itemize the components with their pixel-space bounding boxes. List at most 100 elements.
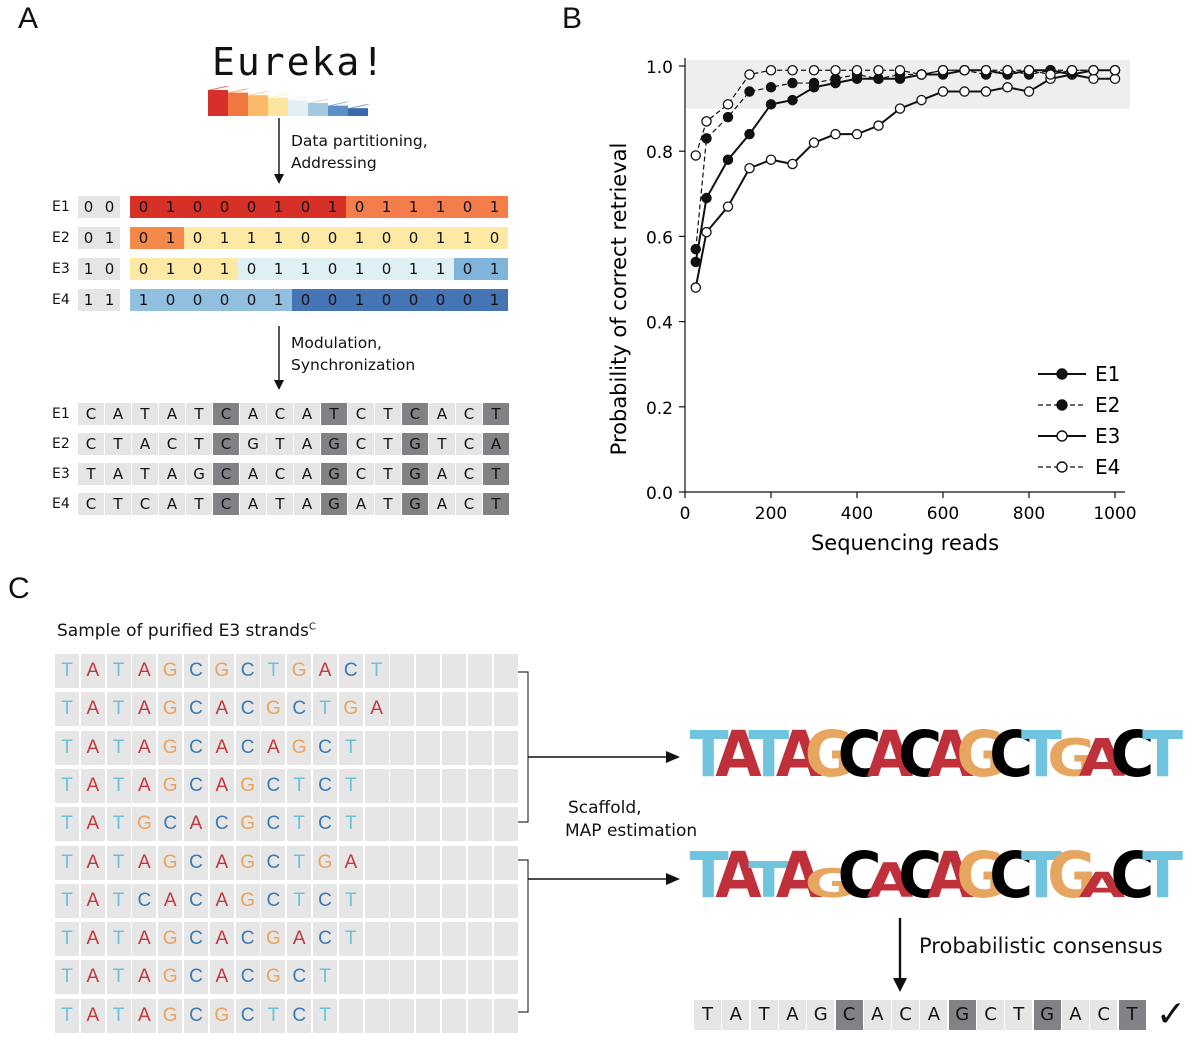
strand-cell — [442, 883, 466, 918]
strand-cell: C — [184, 730, 208, 765]
dna-base: C — [348, 403, 374, 425]
strand-cell: C — [184, 998, 208, 1033]
logo-letter: C — [1110, 839, 1154, 912]
dna-base: T — [375, 433, 401, 455]
logo-letter: G — [805, 861, 854, 907]
data-point — [851, 128, 863, 140]
dna-base: T — [375, 403, 401, 425]
data-point — [1002, 65, 1013, 76]
grouping-brackets — [518, 671, 680, 1013]
strand-cell — [338, 960, 363, 995]
data-point — [959, 65, 970, 76]
data-bit: 0 — [481, 227, 508, 249]
strand-cell: A — [209, 883, 234, 918]
scaffold-line2: MAP estimation — [565, 821, 698, 841]
strand-cell: A — [209, 845, 234, 880]
strand-cell: C — [132, 883, 157, 918]
strand-cell: G — [261, 922, 286, 957]
dna-base: A — [159, 463, 185, 485]
data-bit: 1 — [481, 258, 508, 280]
data-bit: 0 — [130, 196, 157, 218]
strand-cell — [467, 960, 492, 995]
binary-row-label: E4 — [52, 292, 70, 308]
data-point — [873, 120, 884, 131]
logo-letter: T — [1021, 839, 1062, 912]
strand-cell: A — [209, 960, 234, 995]
strand-cell: G — [158, 768, 183, 803]
strand-cell: C — [287, 692, 312, 727]
consensus-base: T — [1118, 1000, 1146, 1030]
dna-base: C — [213, 493, 239, 515]
strand-cell — [467, 883, 492, 918]
data-point — [765, 99, 777, 110]
strand-cell: T — [338, 730, 363, 765]
strand-cell: G — [287, 730, 312, 765]
data-bit: 0 — [184, 258, 211, 280]
dna-base: A — [483, 433, 509, 455]
strand-cell: T — [106, 998, 131, 1033]
dna-base: G — [402, 493, 428, 515]
dna-base: C — [456, 433, 482, 455]
strand-cell — [467, 807, 492, 842]
strand-cell: C — [313, 922, 337, 957]
dna-base: T — [267, 493, 293, 515]
dna-row-label: E4 — [52, 496, 70, 512]
dna-base: C — [213, 403, 239, 425]
data-point — [690, 282, 702, 293]
dna-base: C — [213, 463, 239, 485]
arrow-down-1 — [274, 118, 284, 184]
probabilistic-label: Probabilistic consensus — [919, 934, 1163, 958]
data-bit: 0 — [346, 196, 373, 218]
strand-cell — [493, 883, 518, 918]
strip-block — [228, 92, 248, 116]
strand-cell — [364, 883, 389, 918]
dna-base: C — [456, 463, 482, 485]
logo-letter: G — [805, 718, 854, 792]
strand-cell: A — [261, 730, 286, 765]
data-bit: 1 — [427, 196, 454, 218]
strand-cell: C — [235, 960, 260, 995]
strand-cell: T — [55, 883, 79, 918]
consensus-base: A — [1061, 1000, 1089, 1030]
strand-cell: T — [55, 730, 79, 765]
strand-cell — [493, 768, 518, 803]
strand-cell: T — [55, 922, 79, 957]
dna-base: T — [186, 433, 212, 455]
logo-letter: C — [989, 839, 1033, 912]
data-point — [873, 65, 884, 76]
strand-cell: A — [209, 922, 234, 957]
bracket-bottom — [518, 859, 529, 1013]
strand-cell — [416, 960, 441, 995]
strand-cell: C — [235, 922, 260, 957]
strand-cell — [416, 883, 441, 918]
data-point — [894, 103, 906, 114]
legend-label: E2 — [1095, 393, 1120, 417]
y-tick-label: 0.6 — [646, 228, 673, 248]
dna-base: T — [132, 463, 158, 485]
strand-cell: C — [235, 998, 260, 1033]
dna-base: G — [402, 433, 428, 455]
strand-cell — [390, 845, 415, 880]
address-bit: 1 — [78, 289, 99, 311]
data-bit: 0 — [184, 196, 211, 218]
dna-base: A — [105, 403, 131, 425]
strand-cell: A — [287, 922, 312, 957]
strand-cell — [390, 922, 415, 957]
strand-cell: A — [80, 922, 105, 957]
strand-cell — [338, 998, 363, 1033]
strand-cell — [364, 960, 389, 995]
strand-cell — [390, 807, 415, 842]
series-line — [695, 69, 1115, 250]
address-bit: 1 — [78, 258, 99, 280]
data-bit: 1 — [400, 258, 427, 280]
strand-cell — [442, 960, 466, 995]
data-point — [744, 69, 755, 80]
strand-cell: T — [338, 922, 363, 957]
data-point — [1002, 82, 1013, 93]
logo-letter: T — [1142, 839, 1183, 912]
strand-cell: A — [132, 654, 157, 688]
panel-label-c: C — [8, 572, 30, 605]
strand-cell — [416, 922, 441, 957]
panel-label-b: B — [562, 2, 583, 35]
data-bit: 1 — [481, 289, 508, 311]
